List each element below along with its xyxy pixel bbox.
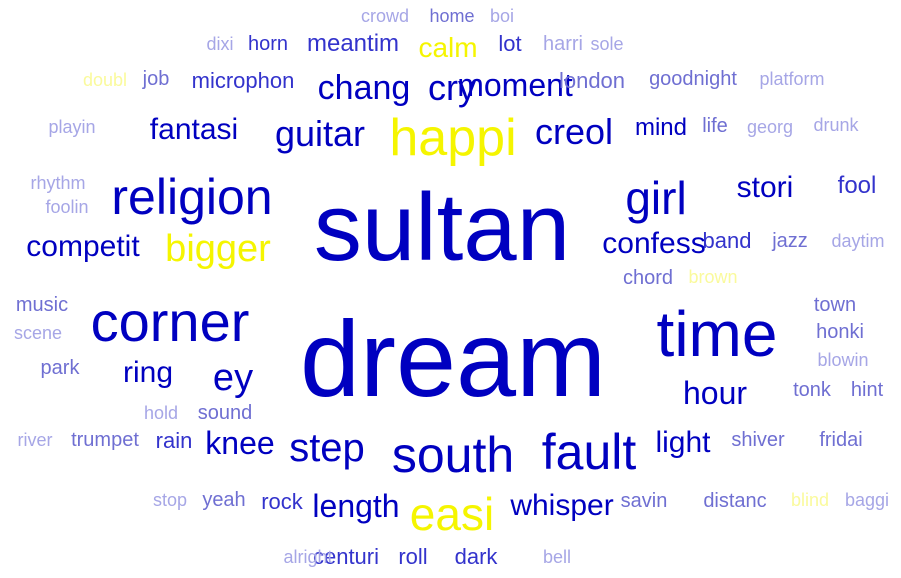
cloud-word-daytim: daytim bbox=[831, 231, 885, 251]
cloud-word-chord: chord bbox=[622, 267, 674, 289]
cloud-word-jazz: jazz bbox=[772, 230, 808, 252]
cloud-word-girl: girl bbox=[625, 172, 687, 224]
cloud-word-fool: fool bbox=[837, 172, 877, 199]
cloud-word-trumpet: trumpet bbox=[71, 429, 139, 451]
cloud-word-moment: moment bbox=[457, 67, 573, 103]
cloud-word-horn: horn bbox=[247, 33, 289, 55]
cloud-word-job: job bbox=[142, 68, 170, 90]
cloud-word-light: light bbox=[655, 426, 711, 459]
cloud-word-ey: ey bbox=[212, 357, 254, 399]
cloud-word-home: home bbox=[429, 6, 475, 26]
cloud-word-stop: stop bbox=[152, 490, 188, 510]
cloud-word-doubl: doubl bbox=[82, 70, 128, 90]
cloud-word-confess: confess bbox=[602, 227, 706, 260]
cloud-word-dream: dream bbox=[299, 298, 607, 419]
cloud-word-brown: brown bbox=[688, 267, 738, 287]
cloud-word-stori: stori bbox=[736, 171, 794, 204]
cloud-word-rhythm: rhythm bbox=[30, 173, 86, 193]
cloud-word-platform: platform bbox=[759, 69, 825, 89]
cloud-word-centuri: centuri bbox=[312, 544, 380, 569]
cloud-word-london: london bbox=[558, 68, 626, 93]
cloud-word-happi: happi bbox=[389, 109, 517, 167]
cloud-word-dark: dark bbox=[454, 544, 498, 569]
cloud-word-blowin: blowin bbox=[817, 350, 869, 370]
cloud-word-step: step bbox=[289, 426, 365, 470]
cloud-word-rock: rock bbox=[261, 489, 303, 514]
cloud-word-bell: bell bbox=[542, 547, 572, 567]
cloud-word-harri: harri bbox=[542, 33, 584, 55]
cloud-word-microphon: microphon bbox=[191, 68, 295, 93]
cloud-word-blind: blind bbox=[790, 490, 830, 510]
cloud-word-drunk: drunk bbox=[813, 115, 859, 135]
cloud-word-distanc: distanc bbox=[703, 490, 767, 512]
cloud-word-creol: creol bbox=[534, 111, 614, 152]
cloud-word-boi: boi bbox=[489, 6, 515, 26]
cloud-word-hold: hold bbox=[143, 403, 179, 423]
cloud-word-town: town bbox=[813, 294, 857, 316]
cloud-word-savin: savin bbox=[620, 490, 668, 512]
cloud-word-corner: corner bbox=[90, 290, 250, 353]
cloud-word-hint: hint bbox=[850, 379, 884, 401]
cloud-word-playin: playin bbox=[48, 117, 96, 137]
cloud-word-band: band bbox=[702, 228, 752, 253]
cloud-word-yeah: yeah bbox=[202, 489, 246, 511]
cloud-word-music: music bbox=[15, 294, 69, 316]
cloud-word-mind: mind bbox=[634, 114, 688, 141]
cloud-word-goodnight: goodnight bbox=[649, 68, 737, 90]
cloud-word-shiver: shiver bbox=[731, 429, 785, 451]
cloud-word-park: park bbox=[40, 357, 80, 379]
cloud-word-cry: cry bbox=[428, 67, 476, 108]
cloud-word-calm: calm bbox=[418, 32, 478, 63]
cloud-word-sultan: sultan bbox=[313, 174, 571, 281]
cloud-word-easi: easi bbox=[409, 488, 495, 540]
cloud-word-length: length bbox=[312, 488, 400, 524]
cloud-word-baggi: baggi bbox=[844, 490, 890, 510]
cloud-word-rain: rain bbox=[155, 428, 193, 453]
cloud-word-meantim: meantim bbox=[306, 30, 400, 57]
cloud-word-river: river bbox=[17, 430, 53, 450]
cloud-word-chang: chang bbox=[317, 69, 411, 107]
cloud-word-tonk: tonk bbox=[793, 379, 831, 401]
cloud-word-knee: knee bbox=[205, 425, 275, 461]
cloud-word-guitar: guitar bbox=[274, 113, 366, 154]
cloud-word-georg: georg bbox=[746, 117, 794, 137]
cloud-word-lot: lot bbox=[498, 31, 522, 56]
cloud-word-religion: religion bbox=[111, 169, 273, 225]
cloud-word-foolin: foolin bbox=[45, 197, 89, 217]
cloud-word-life: life bbox=[702, 115, 728, 137]
cloud-word-scene: scene bbox=[13, 323, 63, 343]
cloud-word-bigger: bigger bbox=[165, 228, 271, 270]
cloud-word-roll: roll bbox=[398, 544, 428, 569]
cloud-word-competit: competit bbox=[26, 230, 140, 263]
cloud-word-honki: honki bbox=[816, 321, 864, 343]
cloud-word-time: time bbox=[656, 298, 778, 370]
cloud-word-whisper: whisper bbox=[510, 489, 614, 522]
cloud-word-ring: ring bbox=[122, 356, 174, 389]
cloud-word-alright: alright bbox=[283, 547, 333, 567]
cloud-word-south: south bbox=[391, 427, 515, 483]
cloud-word-fridai: fridai bbox=[819, 429, 863, 451]
cloud-word-dixi: dixi bbox=[206, 34, 234, 54]
cloud-word-hour: hour bbox=[682, 375, 748, 411]
cloud-word-crowd: crowd bbox=[360, 6, 410, 26]
cloud-word-sound: sound bbox=[197, 402, 253, 424]
cloud-word-sole: sole bbox=[590, 34, 624, 54]
cloud-word-fault: fault bbox=[541, 424, 637, 480]
cloud-word-fantasi: fantasi bbox=[149, 113, 239, 146]
